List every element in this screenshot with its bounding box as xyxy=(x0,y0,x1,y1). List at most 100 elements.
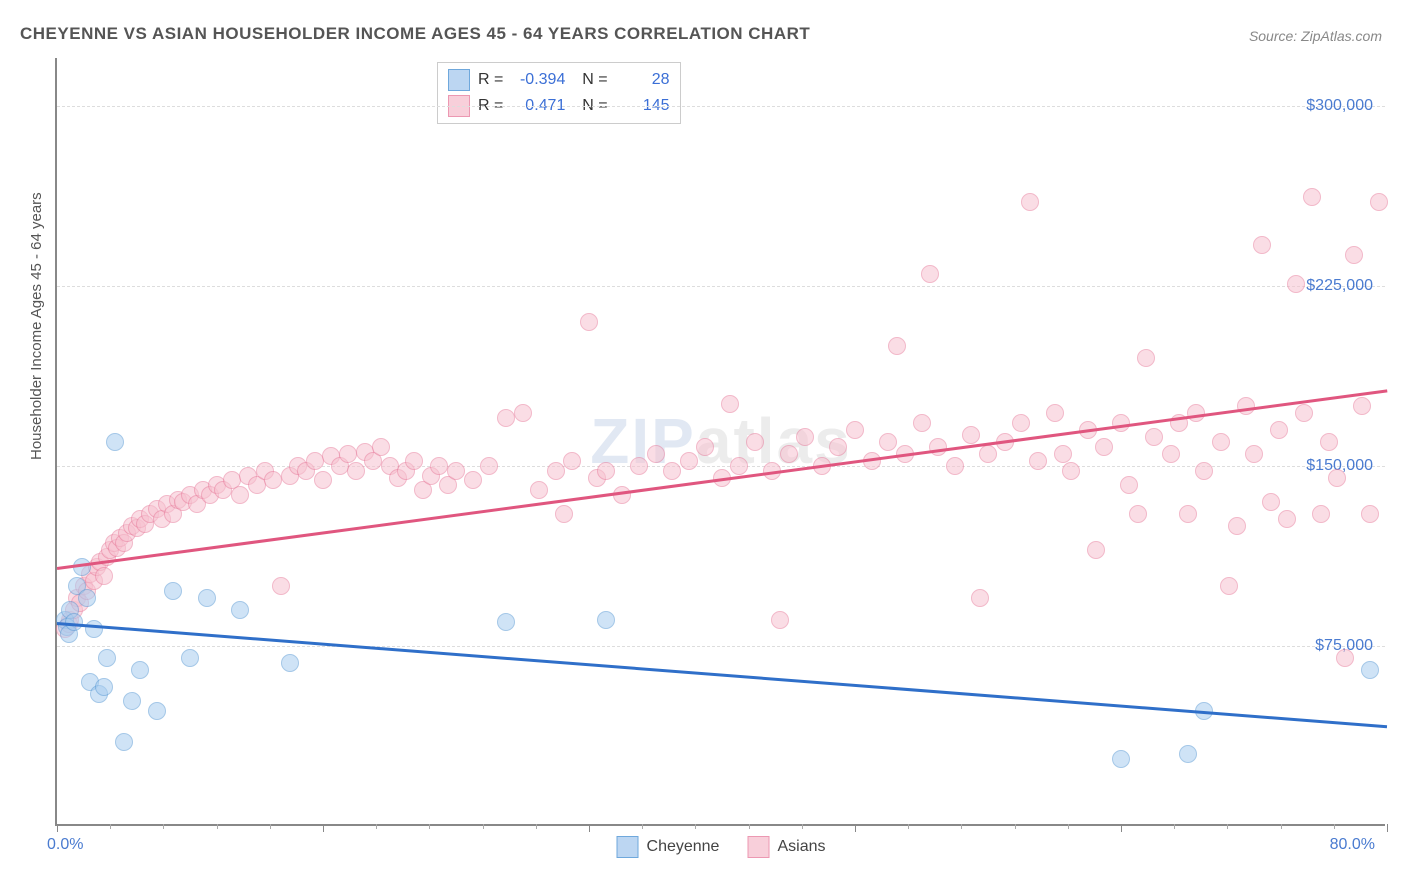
data-point xyxy=(514,404,532,422)
y-axis-label: Householder Income Ages 45 - 64 years xyxy=(28,192,45,460)
data-point xyxy=(181,649,199,667)
legend-item-asians: Asians xyxy=(747,836,825,858)
data-point xyxy=(1278,510,1296,528)
data-point xyxy=(148,702,166,720)
data-point xyxy=(580,313,598,331)
data-point xyxy=(1145,428,1163,446)
trend-line xyxy=(57,622,1387,728)
data-point xyxy=(929,438,947,456)
data-point xyxy=(1253,236,1271,254)
data-point xyxy=(663,462,681,480)
stats-r-label: R = xyxy=(478,71,503,89)
data-point xyxy=(306,452,324,470)
stats-n-value-cheyenne: 28 xyxy=(616,71,670,89)
data-point xyxy=(497,613,515,631)
data-point xyxy=(98,649,116,667)
data-point xyxy=(1262,493,1280,511)
data-point xyxy=(430,457,448,475)
data-point xyxy=(555,505,573,523)
data-point xyxy=(597,462,615,480)
x-tick-minor xyxy=(1281,824,1282,829)
data-point xyxy=(95,678,113,696)
x-tick xyxy=(1121,824,1122,832)
data-point xyxy=(1370,193,1388,211)
data-point xyxy=(198,589,216,607)
data-point xyxy=(115,733,133,751)
data-point xyxy=(1312,505,1330,523)
x-tick-minor xyxy=(270,824,271,829)
data-point xyxy=(1220,577,1238,595)
data-point xyxy=(264,471,282,489)
data-point xyxy=(1012,414,1030,432)
x-tick-minor xyxy=(749,824,750,829)
data-point xyxy=(780,445,798,463)
x-tick-minor xyxy=(217,824,218,829)
data-point xyxy=(730,457,748,475)
y-tick-label: $225,000 xyxy=(1306,277,1373,295)
data-point xyxy=(1345,246,1363,264)
data-point xyxy=(1361,661,1379,679)
data-point xyxy=(746,433,764,451)
data-point xyxy=(829,438,847,456)
data-point xyxy=(1361,505,1379,523)
chart-container: CHEYENNE VS ASIAN HOUSEHOLDER INCOME AGE… xyxy=(0,0,1406,892)
chart-title: CHEYENNE VS ASIAN HOUSEHOLDER INCOME AGE… xyxy=(20,24,810,44)
data-point xyxy=(530,481,548,499)
x-tick xyxy=(855,824,856,832)
data-point xyxy=(771,611,789,629)
x-tick-minor xyxy=(642,824,643,829)
gridline xyxy=(57,106,1385,107)
data-point xyxy=(1062,462,1080,480)
data-point xyxy=(123,692,141,710)
data-point xyxy=(796,428,814,446)
y-tick-label: $300,000 xyxy=(1306,97,1373,115)
legend-item-cheyenne: Cheyenne xyxy=(617,836,720,858)
x-tick-minor xyxy=(1068,824,1069,829)
data-point xyxy=(231,486,249,504)
data-point xyxy=(78,589,96,607)
data-point xyxy=(1270,421,1288,439)
data-point xyxy=(164,582,182,600)
x-tick-minor xyxy=(536,824,537,829)
x-tick xyxy=(57,824,58,832)
x-tick-minor xyxy=(802,824,803,829)
x-tick-minor xyxy=(1174,824,1175,829)
data-point xyxy=(680,452,698,470)
x-tick-minor xyxy=(163,824,164,829)
plot-area: ZIPatlas R = -0.394 N = 28 R = 0.471 N =… xyxy=(55,58,1385,826)
x-tick-minor xyxy=(695,824,696,829)
data-point xyxy=(1237,397,1255,415)
data-point xyxy=(888,337,906,355)
data-point xyxy=(464,471,482,489)
data-point xyxy=(1162,445,1180,463)
data-point xyxy=(946,457,964,475)
legend-swatch-cheyenne xyxy=(617,836,639,858)
x-tick xyxy=(1387,824,1388,832)
data-point xyxy=(971,589,989,607)
data-point xyxy=(879,433,897,451)
data-point xyxy=(1287,275,1305,293)
x-tick-minor xyxy=(1015,824,1016,829)
legend-swatch-asians xyxy=(747,836,769,858)
stats-n-label: N = xyxy=(573,71,607,89)
data-point xyxy=(913,414,931,432)
stats-row-cheyenne: R = -0.394 N = 28 xyxy=(448,67,670,93)
stats-box: R = -0.394 N = 28 R = 0.471 N = 145 xyxy=(437,62,681,124)
data-point xyxy=(1179,745,1197,763)
x-tick-minor xyxy=(376,824,377,829)
gridline xyxy=(57,286,1385,287)
data-point xyxy=(272,577,290,595)
data-point xyxy=(314,471,332,489)
data-point xyxy=(1112,750,1130,768)
data-point xyxy=(1353,397,1371,415)
data-point xyxy=(1212,433,1230,451)
x-tick-minor xyxy=(908,824,909,829)
stats-r-value-cheyenne: -0.394 xyxy=(511,71,565,89)
data-point xyxy=(630,457,648,475)
data-point xyxy=(1179,505,1197,523)
x-axis-max-label: 80.0% xyxy=(1330,836,1375,854)
data-point xyxy=(1195,462,1213,480)
data-point xyxy=(347,462,365,480)
data-point xyxy=(85,620,103,638)
x-axis-min-label: 0.0% xyxy=(47,836,83,854)
